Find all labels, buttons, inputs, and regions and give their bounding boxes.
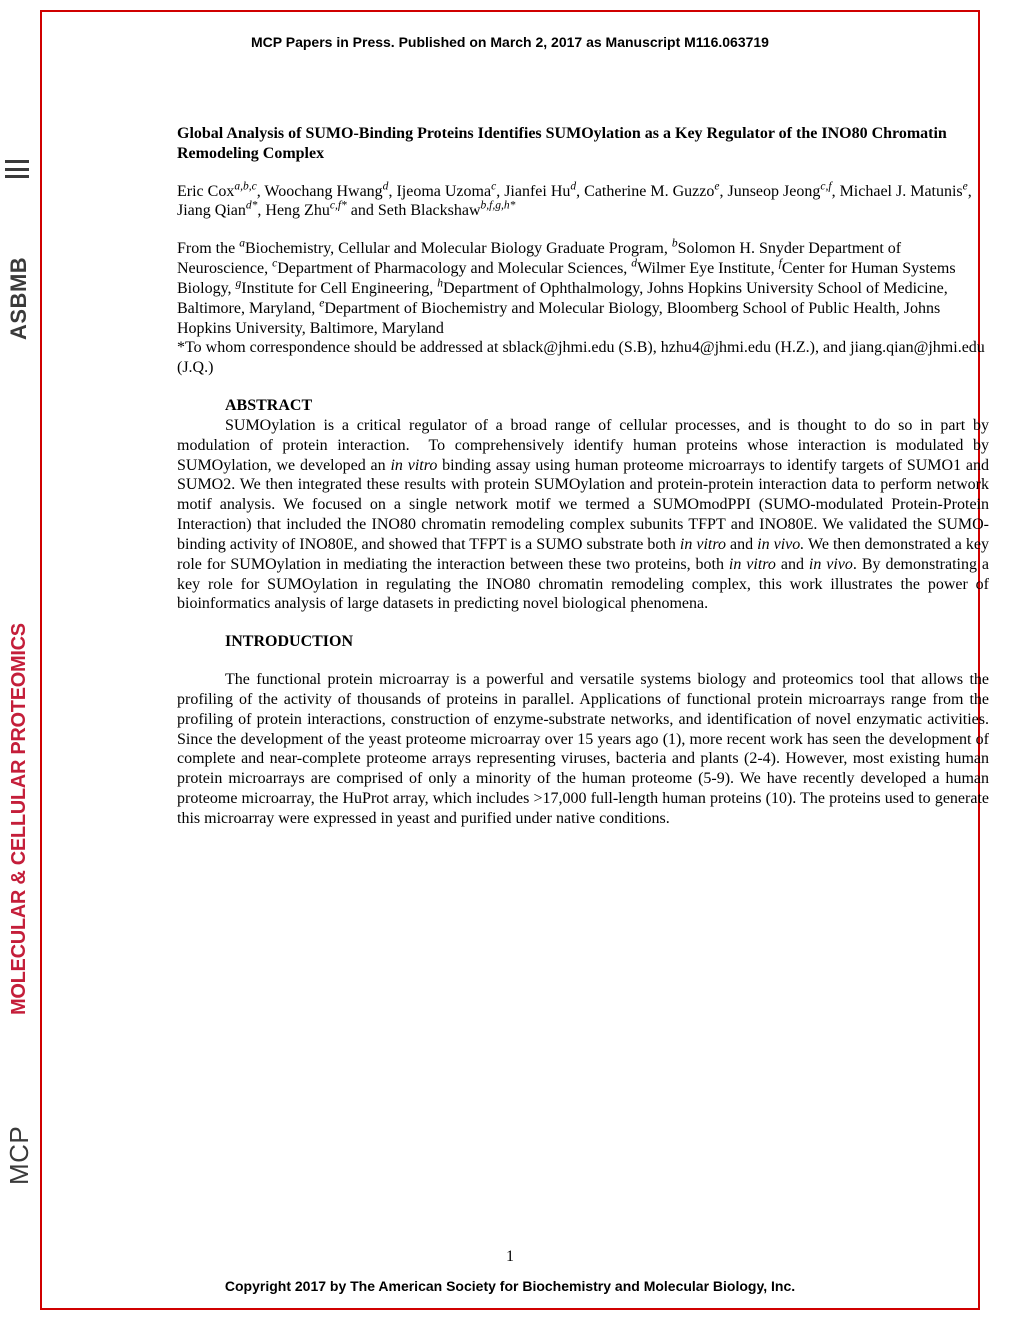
- introduction-text: The functional protein microarray is a p…: [177, 670, 989, 829]
- page-number: 1: [42, 1248, 978, 1266]
- copyright-footer: Copyright 2017 by The American Society f…: [42, 1278, 978, 1294]
- asbmb-stripes-icon: [5, 160, 29, 178]
- mcp-logo: MCP: [4, 1085, 35, 1185]
- abstract-heading: ABSTRACT: [177, 396, 989, 416]
- introduction-heading: INTRODUCTION: [177, 632, 989, 652]
- main-content: Global Analysis of SUMO-Binding Proteins…: [177, 124, 989, 829]
- journal-sidebar: ASBMB MOLECULAR & CELLULAR PROTEOMICS MC…: [0, 0, 40, 1320]
- affiliations: From the aBiochemistry, Cellular and Mol…: [177, 239, 989, 378]
- press-header: MCP Papers in Press. Published on March …: [42, 34, 978, 50]
- article-title: Global Analysis of SUMO-Binding Proteins…: [177, 124, 989, 164]
- abstract-text: SUMOylation is a critical regulator of a…: [177, 416, 989, 614]
- asbmb-logo: ASBMB: [6, 180, 32, 340]
- mcp-long-logo: MOLECULAR & CELLULAR PROTEOMICS: [8, 475, 31, 1015]
- author-list: Eric Coxa,b,c, Woochang Hwangd, Ijeoma U…: [177, 182, 989, 222]
- page-frame: MCP Papers in Press. Published on March …: [40, 10, 980, 1310]
